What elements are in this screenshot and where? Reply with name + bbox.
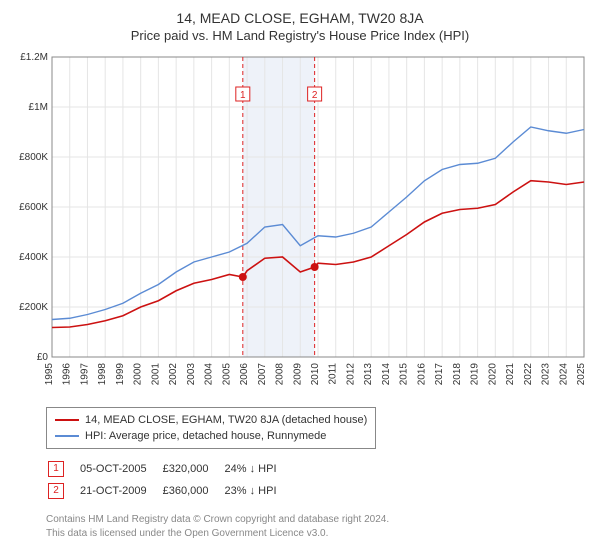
svg-text:2007: 2007 [257, 363, 268, 386]
svg-text:£200K: £200K [19, 302, 48, 313]
svg-text:2024: 2024 [558, 363, 569, 386]
legend-label-hpi: HPI: Average price, detached house, Runn… [85, 428, 326, 444]
svg-text:1997: 1997 [79, 363, 90, 386]
svg-text:2006: 2006 [239, 363, 250, 386]
svg-text:2010: 2010 [310, 363, 321, 386]
svg-text:2015: 2015 [399, 363, 410, 386]
svg-text:2019: 2019 [470, 363, 481, 386]
svg-text:2004: 2004 [204, 363, 215, 386]
table-row: 2 21-OCT-2009 £360,000 23% ↓ HPI [48, 481, 291, 501]
svg-text:£800K: £800K [19, 152, 48, 163]
footnote: Contains HM Land Registry data © Crown c… [46, 513, 590, 541]
svg-text:2: 2 [312, 90, 318, 101]
svg-text:£0: £0 [37, 352, 49, 363]
svg-text:1998: 1998 [97, 363, 108, 386]
svg-text:£600K: £600K [19, 202, 48, 213]
chart-svg: £0 £200K £400K £600K £800K £1M £1.2M 1995 1996 19… [10, 51, 590, 401]
svg-text:1: 1 [240, 90, 246, 101]
svg-text:1999: 1999 [115, 363, 126, 386]
svg-text:£1.2M: £1.2M [20, 52, 48, 63]
svg-text:2018: 2018 [452, 363, 463, 386]
svg-text:2012: 2012 [345, 363, 356, 386]
sale-delta-2: 23% ↓ HPI [225, 481, 291, 501]
sale-delta-1: 24% ↓ HPI [225, 459, 291, 479]
svg-text:2025: 2025 [576, 363, 587, 386]
chart-address-title: 14, MEAD CLOSE, EGHAM, TW20 8JA [10, 10, 590, 26]
svg-text:2016: 2016 [416, 363, 427, 386]
sale-price-2: £360,000 [163, 481, 223, 501]
svg-text:£400K: £400K [19, 252, 48, 263]
svg-text:2005: 2005 [221, 363, 232, 386]
sale-date-1: 05-OCT-2005 [80, 459, 161, 479]
sale-date-2: 21-OCT-2009 [80, 481, 161, 501]
svg-text:2008: 2008 [275, 363, 286, 386]
svg-text:2023: 2023 [541, 363, 552, 386]
svg-text:1995: 1995 [44, 363, 55, 386]
svg-text:2002: 2002 [168, 363, 179, 386]
svg-text:2003: 2003 [186, 363, 197, 386]
svg-text:2001: 2001 [150, 363, 161, 386]
sales-table: 1 05-OCT-2005 £320,000 24% ↓ HPI 2 21-OC… [46, 457, 293, 503]
chart-legend: 14, MEAD CLOSE, EGHAM, TW20 8JA (detache… [46, 407, 376, 449]
svg-text:1996: 1996 [62, 363, 73, 386]
legend-swatch-property [55, 419, 79, 421]
svg-text:2020: 2020 [487, 363, 498, 386]
sale-marker-2: 2 [48, 483, 64, 499]
svg-text:2017: 2017 [434, 363, 445, 386]
svg-text:£1M: £1M [29, 102, 48, 113]
sale-marker-1: 1 [48, 461, 64, 477]
legend-label-property: 14, MEAD CLOSE, EGHAM, TW20 8JA (detache… [85, 412, 367, 428]
svg-text:2009: 2009 [292, 363, 303, 386]
legend-swatch-hpi [55, 435, 79, 437]
svg-text:2021: 2021 [505, 363, 516, 386]
svg-text:2011: 2011 [328, 363, 339, 385]
price-chart: £0 £200K £400K £600K £800K £1M £1.2M 1995 1996 19… [10, 51, 590, 401]
table-row: 1 05-OCT-2005 £320,000 24% ↓ HPI [48, 459, 291, 479]
svg-text:2022: 2022 [523, 363, 534, 386]
svg-text:2013: 2013 [363, 363, 374, 386]
svg-text:2000: 2000 [133, 363, 144, 386]
svg-text:2014: 2014 [381, 363, 392, 386]
sale-price-1: £320,000 [163, 459, 223, 479]
chart-subtitle: Price paid vs. HM Land Registry's House … [10, 28, 590, 43]
